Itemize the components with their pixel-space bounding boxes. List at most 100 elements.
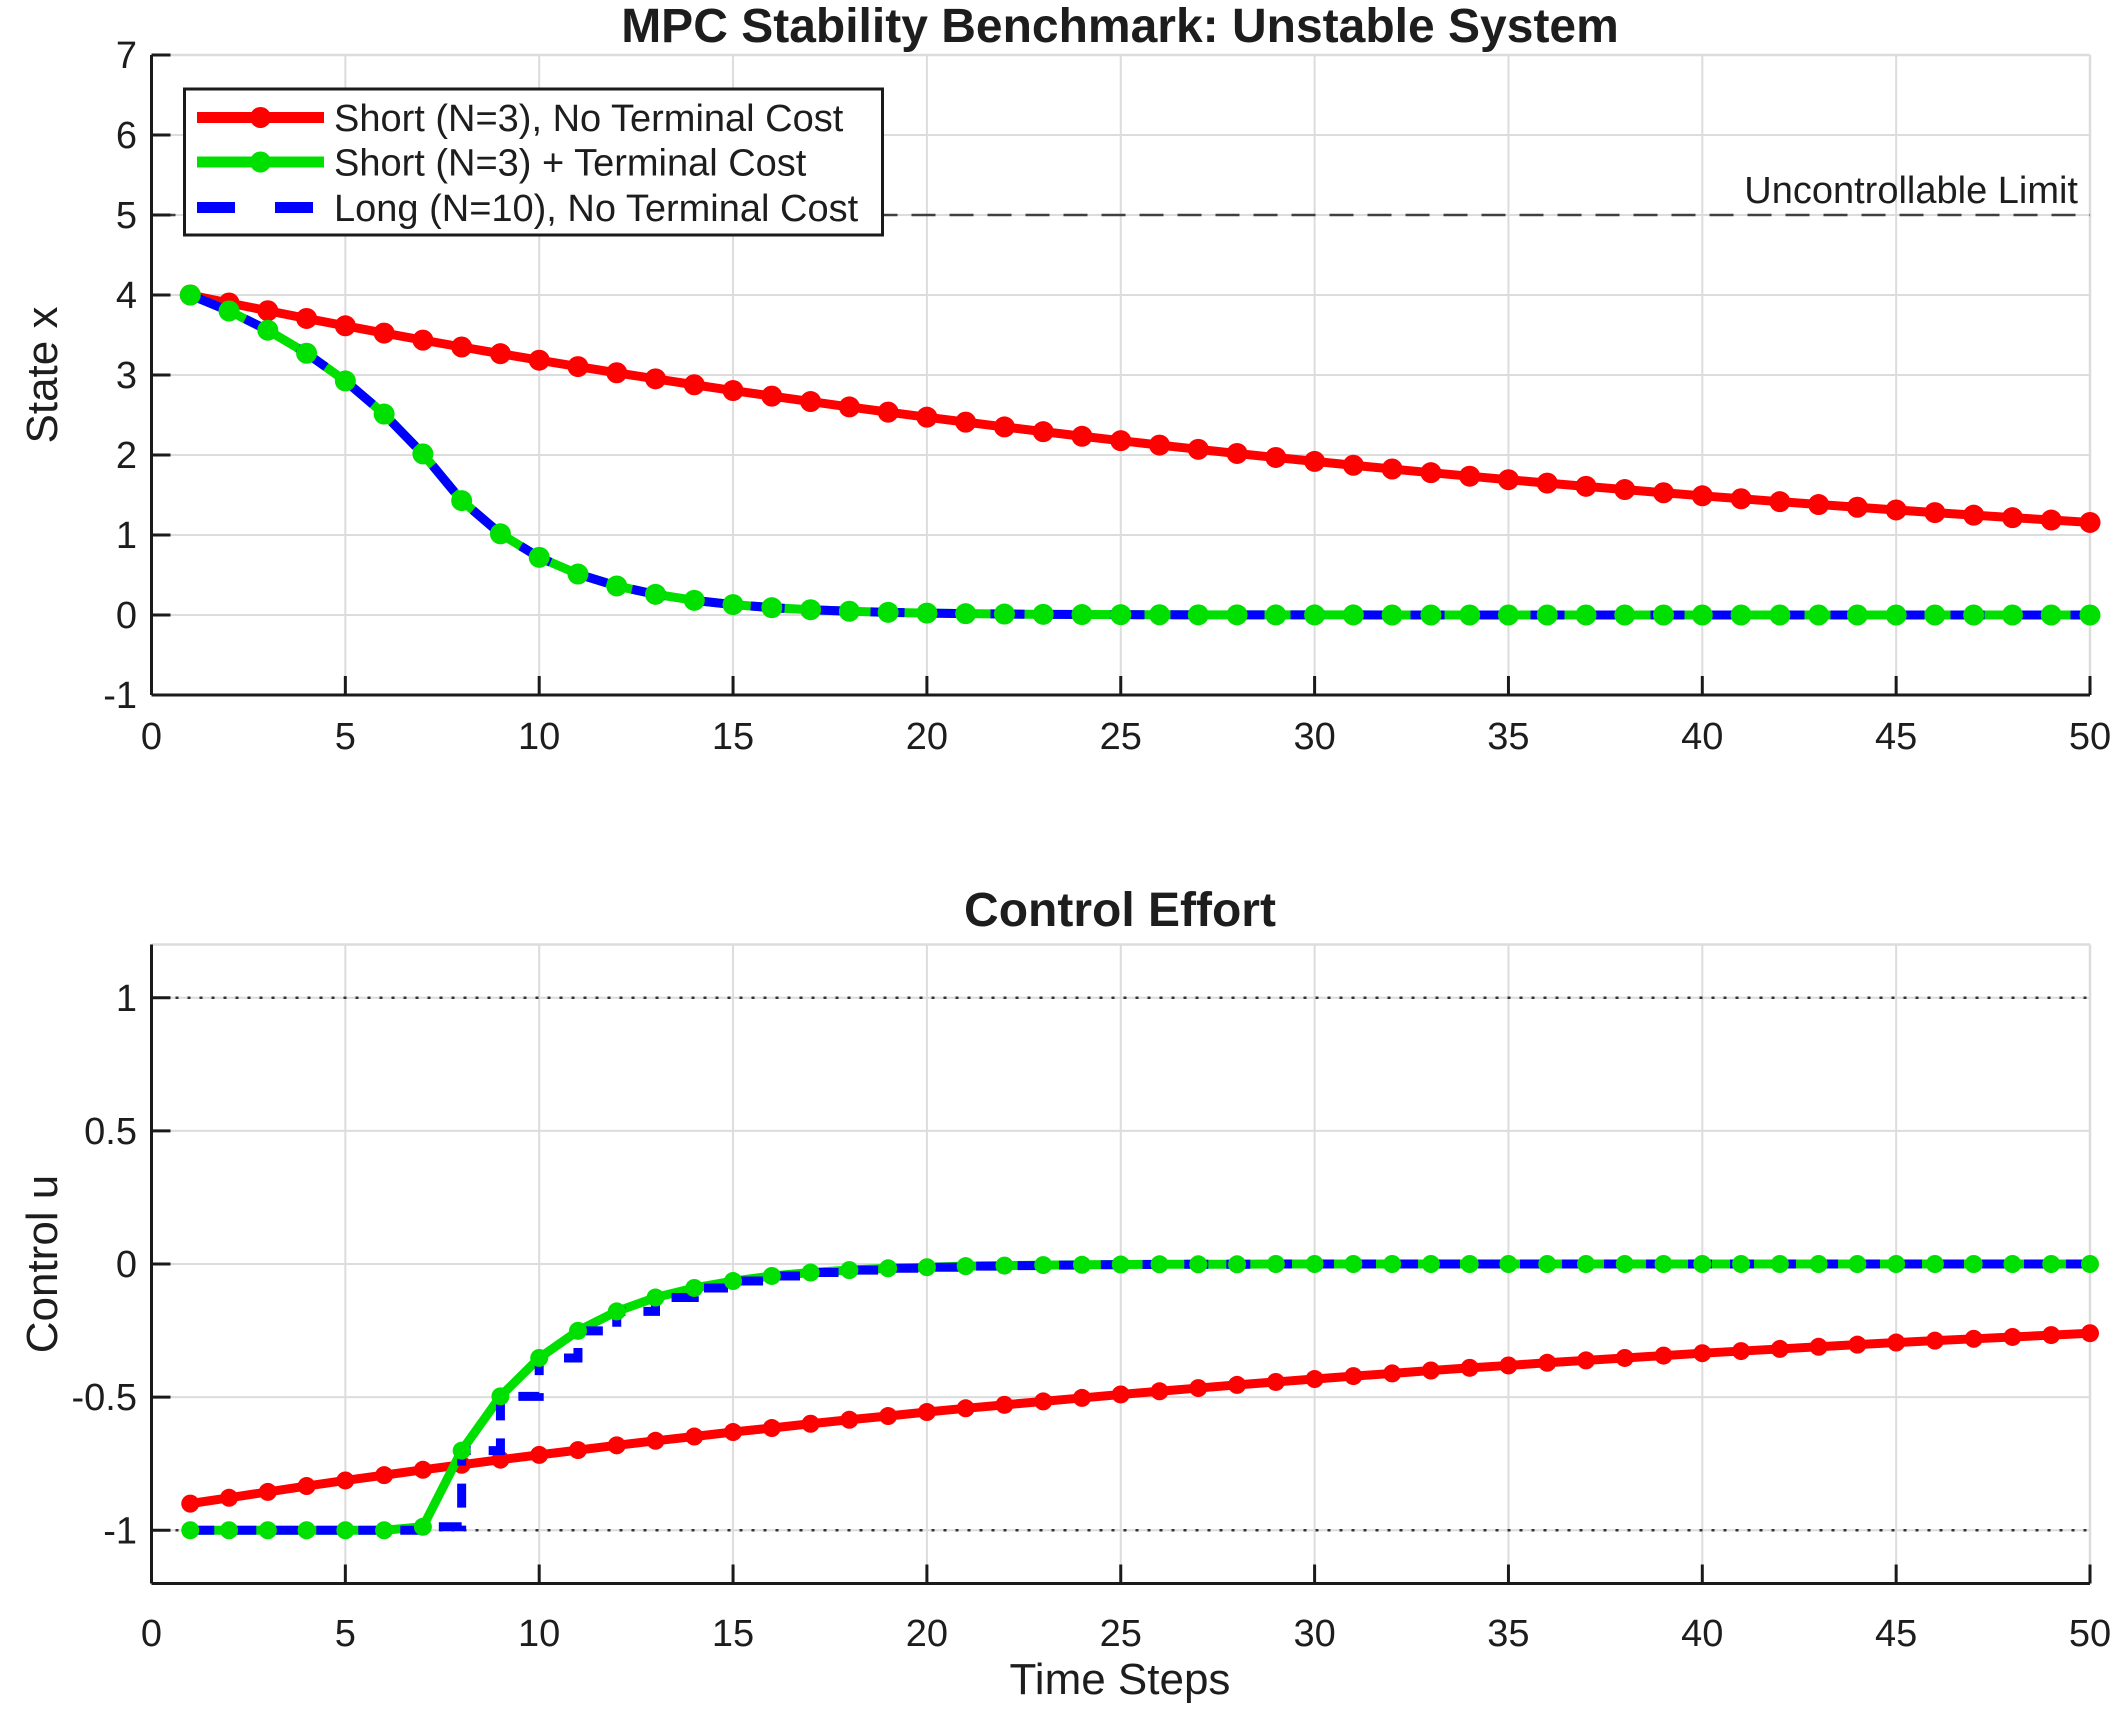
y-tick-label: -0.5 bbox=[72, 1377, 137, 1419]
x-tick-label: 0 bbox=[141, 1613, 162, 1655]
legend-sample-marker bbox=[250, 151, 271, 173]
y-tick-label: 1 bbox=[116, 515, 137, 557]
marker bbox=[375, 1466, 394, 1485]
marker bbox=[1304, 604, 1326, 626]
marker bbox=[995, 1395, 1014, 1414]
marker bbox=[530, 1348, 549, 1367]
marker bbox=[1187, 604, 1209, 626]
marker bbox=[1266, 1372, 1285, 1391]
marker bbox=[1228, 1375, 1247, 1394]
marker bbox=[1536, 604, 1558, 626]
marker bbox=[607, 1302, 626, 1321]
series-line-long-horizon-stairs bbox=[190, 1259, 2090, 1535]
marker bbox=[567, 563, 589, 585]
marker bbox=[1266, 1255, 1285, 1273]
y-tick-label: 0 bbox=[116, 595, 137, 637]
marker bbox=[916, 602, 938, 624]
marker bbox=[336, 1471, 355, 1490]
marker bbox=[1381, 604, 1403, 626]
legend-entry-label: Short (N=3) + Terminal Cost bbox=[334, 143, 807, 185]
marker bbox=[1226, 604, 1248, 626]
marker bbox=[1499, 1255, 1518, 1273]
marker bbox=[181, 1521, 200, 1540]
marker bbox=[722, 380, 744, 402]
marker bbox=[1265, 604, 1287, 626]
marker bbox=[800, 391, 822, 413]
marker bbox=[1615, 1255, 1634, 1273]
marker bbox=[375, 1521, 394, 1540]
x-tick-label: 10 bbox=[518, 716, 560, 758]
marker bbox=[1420, 462, 1442, 484]
marker bbox=[646, 1288, 665, 1307]
marker bbox=[917, 1403, 936, 1422]
marker bbox=[956, 1399, 975, 1418]
marker bbox=[1149, 604, 1171, 626]
marker bbox=[2003, 1327, 2022, 1346]
marker bbox=[258, 1521, 277, 1540]
marker bbox=[1111, 1255, 1130, 1274]
marker bbox=[1848, 1255, 1867, 1273]
marker bbox=[1189, 1379, 1208, 1398]
marker bbox=[2042, 1326, 2061, 1345]
y-tick-label: 5 bbox=[116, 195, 137, 237]
marker bbox=[1732, 1255, 1751, 1273]
marker bbox=[724, 1423, 743, 1442]
x-tick-label: 20 bbox=[906, 716, 948, 758]
marker bbox=[373, 322, 395, 344]
marker bbox=[645, 583, 667, 605]
x-tick-label: 45 bbox=[1875, 716, 1917, 758]
marker bbox=[1032, 603, 1054, 625]
marker bbox=[489, 343, 511, 365]
marker bbox=[528, 349, 550, 371]
marker bbox=[1344, 1255, 1363, 1273]
marker bbox=[1846, 604, 1868, 626]
marker bbox=[1654, 1255, 1673, 1273]
y-axis-label: Control u bbox=[18, 1175, 67, 1354]
marker bbox=[1383, 1255, 1402, 1273]
marker bbox=[683, 374, 705, 396]
marker bbox=[1693, 1255, 1712, 1273]
marker bbox=[1072, 1255, 1091, 1274]
marker bbox=[1072, 1388, 1091, 1407]
marker bbox=[1342, 454, 1364, 476]
marker bbox=[257, 300, 279, 322]
marker bbox=[334, 315, 356, 337]
marker bbox=[1538, 1353, 1557, 1372]
marker bbox=[1305, 1370, 1324, 1389]
marker bbox=[1614, 479, 1636, 501]
x-tick-label: 15 bbox=[712, 716, 754, 758]
marker bbox=[917, 1258, 936, 1277]
y-tick-label: 1 bbox=[116, 978, 137, 1020]
marker bbox=[1497, 604, 1519, 626]
marker bbox=[1189, 1255, 1208, 1274]
marker bbox=[838, 600, 860, 622]
marker bbox=[528, 546, 550, 568]
marker bbox=[646, 1431, 665, 1450]
marker bbox=[1887, 1333, 1906, 1352]
marker bbox=[993, 603, 1015, 625]
x-tick-label: 40 bbox=[1681, 1613, 1723, 1655]
marker bbox=[1691, 604, 1713, 626]
marker bbox=[491, 1387, 510, 1406]
x-tick-label: 5 bbox=[335, 716, 356, 758]
marker bbox=[1770, 1255, 1789, 1273]
marker bbox=[220, 1521, 239, 1540]
legend-sample-marker bbox=[250, 107, 271, 128]
marker bbox=[1848, 1335, 1867, 1354]
marker bbox=[1769, 491, 1791, 513]
marker bbox=[412, 443, 434, 465]
marker bbox=[1226, 442, 1248, 464]
marker bbox=[1150, 1255, 1169, 1274]
marker bbox=[1421, 1361, 1440, 1380]
x-tick-label: 15 bbox=[712, 1613, 754, 1655]
marker bbox=[1460, 1358, 1479, 1377]
y-tick-label: -1 bbox=[103, 675, 137, 717]
marker bbox=[1497, 469, 1519, 491]
legend-entry-label: Short (N=3), No Terminal Cost bbox=[334, 98, 844, 140]
marker bbox=[840, 1261, 859, 1280]
marker bbox=[1885, 604, 1907, 626]
marker bbox=[220, 1488, 239, 1507]
